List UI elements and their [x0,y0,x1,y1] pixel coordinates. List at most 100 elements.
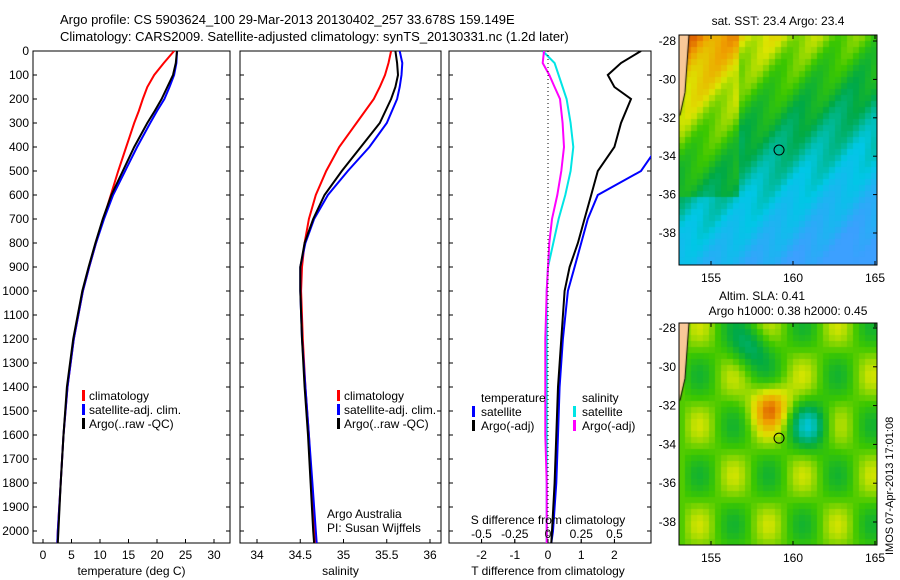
title-line-2: Climatology: CARS2009. Satellite-adjuste… [60,29,569,44]
x-axis-label: temperature (deg C) [77,564,185,578]
x-tick-label: 2 [611,548,618,562]
series-line-argo-raw-qc- [299,51,400,543]
map-frame [678,322,878,546]
legend-swatch [573,406,576,417]
legend-label: Argo(-adj) [582,419,635,433]
map-y-tick-label: -34 [659,149,677,163]
y-tick-label: 100 [9,68,29,82]
legend-swatch [82,404,85,415]
legend-label: Argo(..raw -QC) [89,417,174,431]
x2-axis-label: S difference from climatology [471,513,626,527]
y-tick-label: 900 [9,260,29,274]
credit-pi: PI: Susan Wijffels [327,521,421,535]
y-tick-label: 200 [9,92,29,106]
y-tick-label: 1500 [2,404,29,418]
y-tick-label: 1800 [2,476,29,490]
map-y-tick-label: -38 [659,515,677,529]
map-x-tick-label: 165 [865,271,885,285]
map-y-tick-label: -32 [659,399,677,413]
x2-tick-label: -0.25 [501,527,529,541]
y-tick-label: 800 [9,236,29,250]
x-tick-label: 10 [93,548,107,562]
map-y-tick-label: -34 [659,437,677,451]
x-tick-label: 0 [545,548,552,562]
x-tick-label: 35.5 [375,548,399,562]
map-y-tick-label: -38 [659,226,677,240]
legend-swatch [573,420,576,431]
legend-swatch [337,390,340,401]
argo-location-marker [773,432,785,444]
series-line-s-argo-adj- [541,51,566,543]
y-tick-label: 2000 [2,524,29,538]
y-tick-label: 400 [9,140,29,154]
y-tick-label: 1700 [2,452,29,466]
legend-label: satellite [582,405,623,419]
panel-frame [448,50,652,544]
panel-frame [239,50,442,544]
argo-location-marker [773,144,785,156]
sla-map [679,323,877,545]
legend-label: satellite-adj. clim. [89,403,181,417]
map-subtitle: Argo h1000: 0.38 h2000: 0.45 [709,304,868,318]
map-title: Altim. SLA: 0.41 [719,289,805,303]
y-tick-label: 1300 [2,356,29,370]
credit-org: Argo Australia [327,507,402,521]
y-tick-label: 1900 [2,500,29,514]
map-y-tick-label: -36 [659,188,677,202]
x2-tick-label: -0.5 [471,527,492,541]
map-y-tick-label: -30 [659,360,677,374]
x-tick-label: 34 [250,548,264,562]
map-x-tick-label: 155 [701,271,721,285]
y-tick-label: 1200 [2,332,29,346]
legend-swatch [82,418,85,429]
legend-heading: temperature [481,391,546,405]
map-y-tick-label: -30 [659,72,677,86]
sst-map [679,35,877,265]
legend-label: Argo(-adj) [481,419,534,433]
y-tick-label: 1100 [3,308,29,322]
y-tick-label: 500 [9,164,29,178]
legend-label: satellite [481,405,522,419]
legend-swatch [337,418,340,429]
map-x-tick-label: 155 [701,551,721,565]
series-line-t-satellite [550,154,651,543]
y-tick-label: 0 [22,44,29,58]
series-line-t-argo-adj- [550,51,642,543]
x-tick-label: 35 [337,548,351,562]
map-title: sat. SST: 23.4 Argo: 23.4 [712,14,845,28]
map-y-tick-label: -32 [659,111,677,125]
x-tick-label: 1 [578,548,585,562]
y-tick-label: 700 [9,212,29,226]
x2-tick-label: 0.5 [606,527,623,541]
x-tick-label: 15 [122,548,136,562]
y-tick-label: 1400 [2,380,29,394]
legend-heading: salinity [582,391,619,405]
x-tick-label: 5 [68,548,75,562]
x-axis-label: T difference from climatology [471,564,625,578]
x-tick-label: -2 [476,548,487,562]
series-line-argo-raw-qc- [56,51,178,543]
y-tick-label: 1600 [2,428,29,442]
x2-tick-label: 0.25 [570,527,594,541]
y-tick-label: 300 [9,116,29,130]
x-tick-label: 30 [207,548,221,562]
map-x-tick-label: 160 [783,271,803,285]
x-tick-label: 34.5 [289,548,313,562]
legend-label: Argo(..raw -QC) [344,417,429,431]
legend-swatch [337,404,340,415]
x-tick-label: 36 [423,548,437,562]
legend-swatch [472,420,475,431]
title-line-1: Argo profile: CS 5903624_100 29-Mar-2013… [60,12,515,27]
legend-swatch [82,390,85,401]
x-tick-label: 20 [150,548,164,562]
map-y-tick-label: -28 [659,34,677,48]
y-tick-label: 600 [9,188,29,202]
legend-label: climatology [344,389,404,403]
x-tick-label: 25 [179,548,193,562]
map-y-tick-label: -36 [659,476,677,490]
y-tick-label: 1000 [2,284,29,298]
map-y-tick-label: -28 [659,321,677,335]
